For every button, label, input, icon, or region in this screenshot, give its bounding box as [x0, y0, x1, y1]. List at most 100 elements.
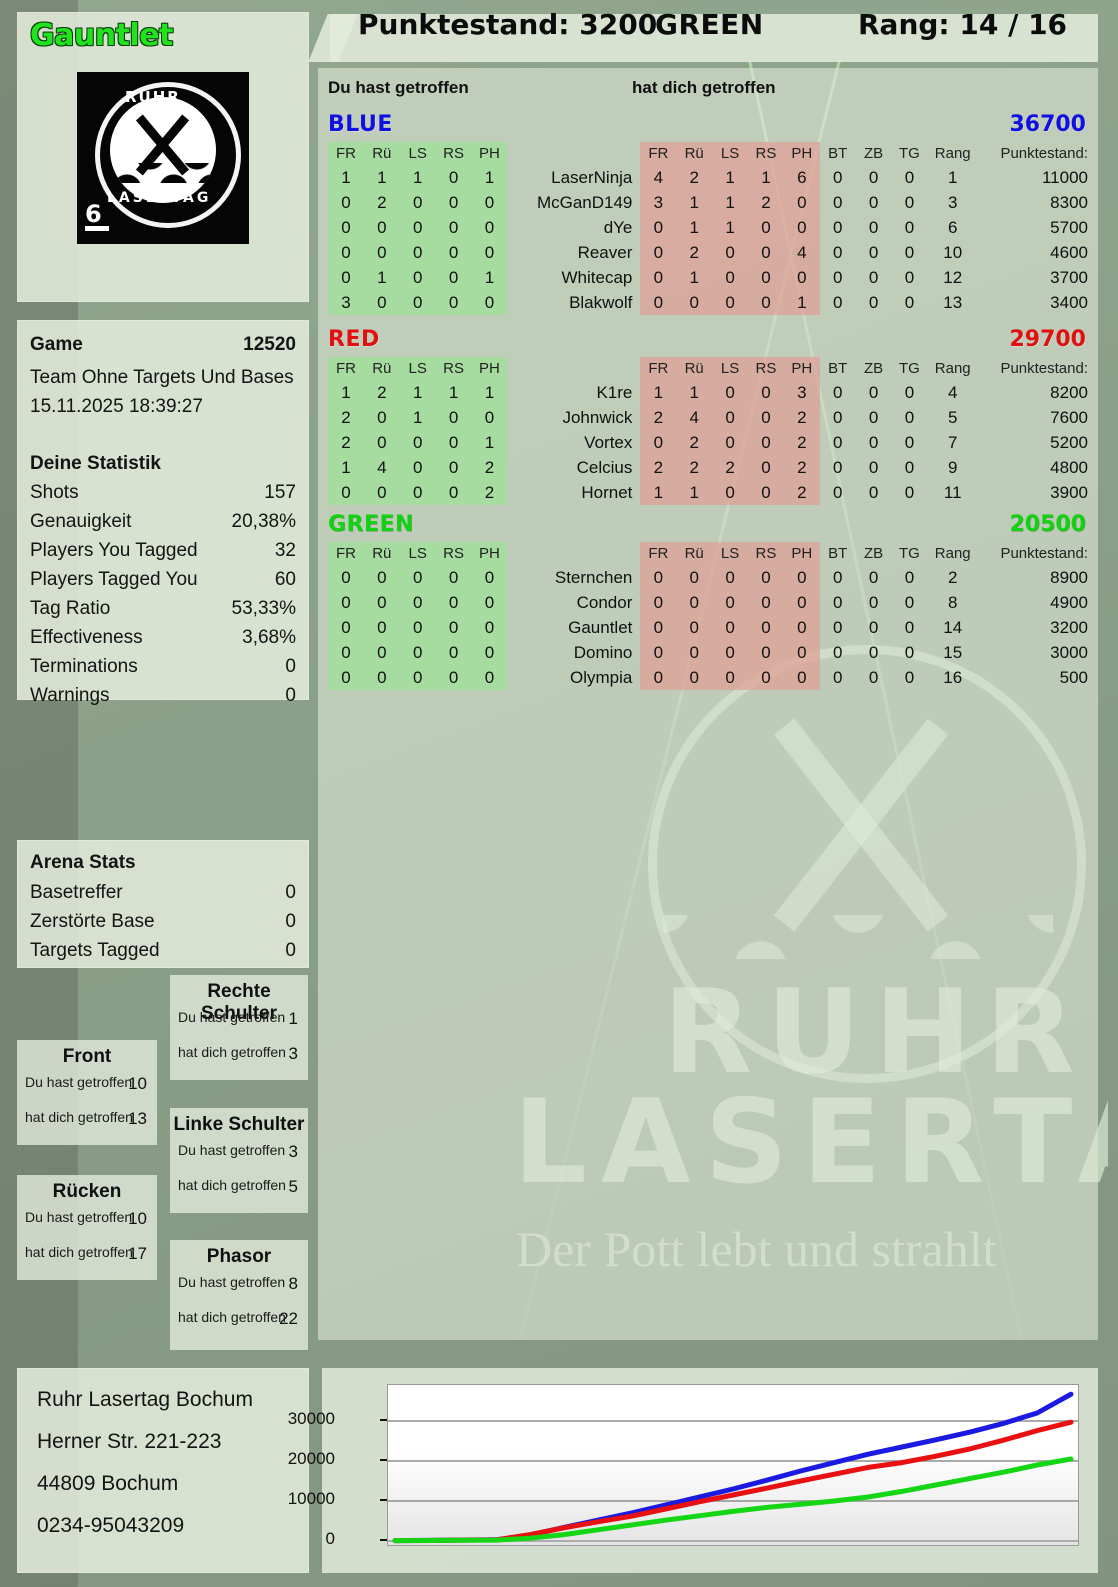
- cell-you: 0: [363, 615, 400, 640]
- col-header-tg: TG: [899, 145, 920, 162]
- cell-you: 0: [435, 480, 472, 505]
- cell-them: 2: [676, 240, 713, 265]
- cell-you: 0: [399, 240, 436, 265]
- col-header-them-LS: LS: [712, 142, 748, 165]
- player-stat-label: Terminations: [30, 656, 138, 677]
- hitzone-value-you: 10: [128, 1209, 147, 1228]
- cell-rank: 16: [943, 668, 963, 687]
- cell-them: 0: [640, 290, 677, 315]
- cell-player-name: Hornet: [581, 483, 633, 502]
- cell-you: 0: [435, 665, 472, 690]
- rank-label: Rang: 14 / 16: [858, 8, 1068, 41]
- cell-you: 2: [328, 430, 364, 455]
- chart-ytick-label: 30000: [287, 1409, 335, 1428]
- cell-player-name: Domino: [573, 643, 633, 662]
- cell-you: 2: [328, 405, 364, 430]
- cell-player-name: Reaver: [577, 243, 633, 262]
- address-line-3: 44809 Bochum: [37, 1472, 179, 1495]
- cell-them: 3: [783, 380, 820, 405]
- cell-arena: 0: [868, 458, 879, 477]
- cell-arena: 0: [832, 668, 843, 687]
- table-row[interactable]: 3 0 0 0 0 Blakwolf 0 0 0 0 1 0 0 0 13 3400: [328, 290, 1088, 315]
- cell-them: 1: [640, 480, 677, 505]
- col-header-bt: BT: [828, 545, 848, 562]
- cell-you: 0: [328, 240, 364, 265]
- cell-them: 0: [748, 405, 784, 430]
- cell-arena: 0: [832, 218, 843, 237]
- cell-them: 0: [712, 380, 748, 405]
- cell-arena: 0: [904, 408, 915, 427]
- cell-you: 0: [399, 615, 436, 640]
- hitzone-value-you: 3: [288, 1142, 298, 1161]
- cell-arena: 0: [904, 593, 915, 612]
- col-header-them-LS: LS: [712, 357, 748, 380]
- cell-you: 0: [435, 565, 472, 590]
- table-row[interactable]: 2 0 1 0 0 Johnwick 2 4 0 0 2 0 0 0 5 7600: [328, 405, 1088, 430]
- cell-score: 3900: [1050, 483, 1088, 502]
- cell-score: 8300: [1050, 193, 1088, 212]
- cell-arena: 0: [832, 268, 843, 287]
- table-row[interactable]: 0 0 0 0 0 Reaver 0 2 0 0 4 0 0 0 10 4600: [328, 240, 1088, 265]
- table-row[interactable]: 0 0 0 0 0 Gauntlet 0 0 0 0 0 0 0 0 14 3200: [328, 615, 1088, 640]
- col-header-zb: ZB: [863, 545, 884, 562]
- club-logo: RUHR LASERTAG 6: [77, 72, 249, 244]
- cell-them: 2: [783, 405, 820, 430]
- col-header-you-PH: PH: [471, 357, 508, 380]
- col-header-you-FR: FR: [328, 542, 364, 565]
- cell-arena: 0: [904, 218, 915, 237]
- cell-you: 0: [471, 290, 508, 315]
- cell-rank: 12: [943, 268, 963, 287]
- arena-stat-value: 0: [285, 882, 296, 903]
- cell-arena: 0: [832, 643, 843, 662]
- cell-arena: 0: [832, 293, 843, 312]
- cell-rank: 2: [947, 568, 958, 587]
- hitzone-label-them: hat dich getroffen: [178, 1044, 286, 1060]
- table-row[interactable]: 0 0 0 0 0 dYe 0 1 1 0 0 0 0 0 6 5700: [328, 215, 1088, 240]
- cell-arena: 0: [868, 268, 879, 287]
- cell-you: 0: [363, 240, 400, 265]
- cell-you: 0: [435, 640, 472, 665]
- hitzone-front: Front Du hast getroffen 10 hat dich getr…: [17, 1040, 157, 1145]
- player-stat-value: 0: [285, 685, 296, 706]
- cell-them: 0: [748, 615, 784, 640]
- table-row[interactable]: 2 0 0 0 1 Vortex 0 2 0 0 2 0 0 0 7 5200: [328, 430, 1088, 455]
- cell-arena: 0: [904, 383, 915, 402]
- table-row[interactable]: 1 4 0 0 2 Celcius 2 2 2 0 2 0 0 0 9 4800: [328, 455, 1088, 480]
- cell-you: 0: [363, 405, 400, 430]
- cell-player-name: dYe: [603, 218, 633, 237]
- table-row[interactable]: 0 0 0 0 0 Domino 0 0 0 0 0 0 0 0 15 3000: [328, 640, 1088, 665]
- table-row[interactable]: 0 1 0 0 1 Whitecap 0 1 0 0 0 0 0 0 12 3700: [328, 265, 1088, 290]
- col-header-them-LS: LS: [712, 542, 748, 565]
- cell-arena: 0: [832, 568, 843, 587]
- table-row[interactable]: 0 2 0 0 0 McGanD149 3 1 1 2 0 0 0 0 3 8300: [328, 190, 1088, 215]
- venue-address-card: Ruhr Lasertag Bochum Herner Str. 221-223…: [17, 1368, 309, 1573]
- hitzone-label-them: hat dich getroffen: [25, 1109, 133, 1125]
- chart-ytick-label: 10000: [287, 1489, 335, 1508]
- cell-you: 0: [471, 190, 508, 215]
- table-row[interactable]: 0 0 0 0 0 Sternchen 0 0 0 0 0 0 0 0 2 8900: [328, 565, 1088, 590]
- arena-title: Arena Stats: [30, 852, 136, 873]
- table-row[interactable]: 0 0 0 0 0 Olympia 0 0 0 0 0 0 0 0 16 500: [328, 665, 1088, 690]
- cell-player-name: Celcius: [576, 458, 633, 477]
- cell-rank: 8: [947, 593, 958, 612]
- cell-you: 0: [435, 215, 472, 240]
- cell-them: 0: [640, 240, 677, 265]
- table-row[interactable]: 0 0 0 0 2 Hornet 1 1 0 0 2 0 0 0 11 3900: [328, 480, 1088, 505]
- cell-arena: 0: [904, 668, 915, 687]
- table-row[interactable]: 1 2 1 1 1 K1re 1 1 0 0 3 0 0 0 4 8200: [328, 380, 1088, 405]
- cell-you: 0: [328, 590, 364, 615]
- cell-you: 0: [363, 215, 400, 240]
- player-stat-value: 157: [264, 482, 296, 503]
- hitzone-title: Rücken: [52, 1181, 122, 1202]
- cell-arena: 0: [904, 268, 915, 287]
- cell-them: 2: [783, 480, 820, 505]
- table-row[interactable]: 1 1 1 0 1 LaserNinja 4 2 1 1 6 0 0 0 1 11000: [328, 165, 1088, 190]
- cell-you: 0: [399, 455, 436, 480]
- cell-player-name: McGanD149: [536, 193, 633, 212]
- col-header-tg: TG: [899, 545, 920, 562]
- cell-them: 0: [676, 290, 713, 315]
- cell-player-name: Whitecap: [561, 268, 633, 287]
- team-name: RED: [328, 327, 380, 352]
- cell-score: 3700: [1050, 268, 1088, 287]
- table-row[interactable]: 0 0 0 0 0 Condor 0 0 0 0 0 0 0 0 8 4900: [328, 590, 1088, 615]
